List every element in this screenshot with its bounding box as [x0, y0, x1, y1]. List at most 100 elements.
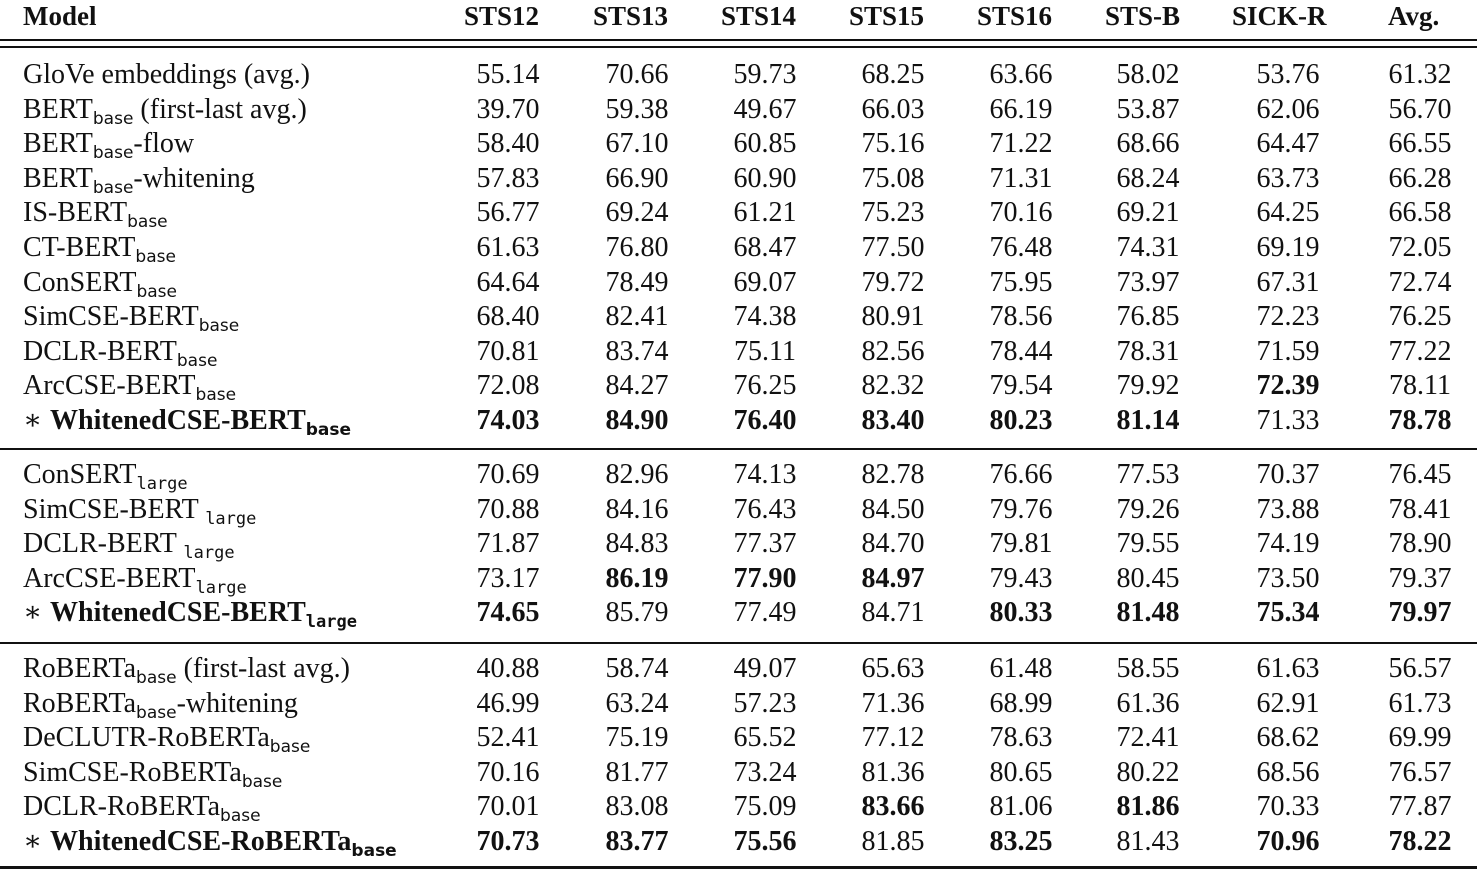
score-cell: 46.99 — [476, 687, 540, 719]
header-sts14: STS14 — [721, 1, 797, 31]
model-size-subscript: base — [136, 702, 177, 723]
score-cell: 75.34 — [1256, 597, 1320, 629]
model-size-subscript: base — [241, 771, 283, 792]
header-sts-b: STS-B — [1105, 1, 1181, 31]
score-cell: 58.40 — [476, 128, 540, 160]
score-cell: 61.48 — [989, 653, 1053, 684]
score-cell: 76.48 — [989, 232, 1053, 263]
score-cell: 66.03 — [861, 93, 925, 125]
score-cell: 60.90 — [733, 162, 797, 194]
score-cell: 80.23 — [989, 405, 1053, 436]
model-name: BERTbase-whitening — [23, 162, 255, 198]
model-size-subscript: base — [135, 247, 176, 267]
score-cell: 83.40 — [861, 405, 925, 436]
score-cell: 77.49 — [733, 597, 797, 629]
score-cell: 68.24 — [1116, 162, 1180, 194]
table-row: ArcCSE-BERTbase 72.08 84.27 76.25 82.32 79.54… — [0, 369, 1477, 405]
score-cell: 69.99 — [1388, 722, 1452, 754]
score-cell: 66.28 — [1388, 162, 1452, 194]
score-cell: 79.55 — [1116, 528, 1180, 560]
score-cell: 49.67 — [733, 93, 797, 125]
score-cell: 81.48 — [1116, 597, 1180, 629]
model-name: DeCLUTR-RoBERTabase — [23, 722, 311, 758]
score-cell: 69.19 — [1256, 232, 1320, 263]
header-sts16: STS16 — [977, 1, 1053, 31]
model-name: ConSERTbase — [23, 266, 177, 302]
ours-marker: ∗ — [23, 597, 43, 629]
score-cell: 81.43 — [1116, 826, 1180, 857]
score-cell: 83.08 — [605, 791, 669, 823]
score-cell: 78.63 — [989, 722, 1053, 754]
score-cell: 40.88 — [476, 653, 540, 684]
score-cell: 74.19 — [1256, 528, 1320, 560]
score-cell: 84.50 — [861, 493, 925, 525]
score-cell: 63.73 — [1256, 162, 1320, 194]
score-cell: 61.63 — [476, 232, 540, 263]
score-cell: 84.16 — [605, 493, 669, 525]
table-row: SimCSE-RoBERTabase 70.16 81.77 73.24 81.36 80… — [0, 756, 1477, 792]
score-cell: 67.10 — [605, 128, 669, 160]
score-cell: 76.66 — [989, 459, 1053, 490]
score-cell: 81.06 — [989, 791, 1053, 823]
score-cell: 63.24 — [605, 687, 669, 719]
score-cell: 62.06 — [1256, 93, 1320, 125]
model-size-subscript: large — [195, 577, 247, 598]
score-cell: 79.92 — [1116, 370, 1180, 402]
score-cell: 71.31 — [989, 162, 1053, 194]
score-cell: 68.62 — [1256, 722, 1320, 754]
score-cell: 73.97 — [1116, 266, 1180, 298]
score-cell: 82.56 — [861, 335, 925, 367]
header-sick-r: SICK-R — [1232, 1, 1327, 31]
score-cell: 76.57 — [1388, 756, 1452, 788]
score-cell: 80.33 — [989, 597, 1053, 629]
score-cell: 75.95 — [989, 266, 1053, 298]
table-row: GloVe embeddings (avg.) 55.14 70.66 59.73 68… — [0, 58, 1477, 93]
score-cell: 84.70 — [861, 528, 925, 560]
ours-marker: ∗ — [23, 405, 43, 436]
score-cell: 75.16 — [861, 128, 925, 160]
header-avg: Avg. — [1388, 1, 1440, 31]
score-cell: 78.44 — [989, 335, 1053, 367]
table-row: ∗ WhitenedCSE-BERTlarge 74.65 85.79 77.49 84.… — [0, 596, 1477, 632]
score-cell: 70.37 — [1256, 459, 1320, 490]
model-name: SimCSE-BERTbase — [23, 301, 240, 337]
table-row: ∗ WhitenedCSE-BERTbase 74.03 84.90 76.40 83.4… — [0, 404, 1477, 440]
table-row: DeCLUTR-RoBERTabase 52.41 75.19 65.52 77.12 7… — [0, 721, 1477, 758]
score-cell: 81.14 — [1116, 405, 1180, 436]
score-cell: 72.41 — [1116, 722, 1180, 754]
score-cell: 79.72 — [861, 266, 925, 298]
score-cell: 80.45 — [1116, 562, 1180, 594]
score-cell: 63.66 — [989, 59, 1053, 90]
model-name: DCLR-BERT large — [23, 528, 235, 564]
model-size-subscript: base — [220, 806, 261, 827]
ours-marker: ∗ — [23, 826, 43, 857]
score-cell: 71.22 — [989, 128, 1053, 160]
score-cell: 83.74 — [605, 335, 669, 367]
score-cell: 74.31 — [1116, 232, 1180, 263]
model-size-subscript: base — [92, 177, 134, 198]
score-cell: 74.13 — [733, 459, 797, 490]
score-cell: 56.70 — [1388, 93, 1452, 125]
table-row: DCLR-RoBERTabase 70.01 83.08 75.09 83.66 81.0… — [0, 790, 1477, 827]
score-cell: 75.56 — [733, 826, 797, 857]
model-size-subscript: base — [136, 668, 177, 688]
score-cell: 67.31 — [1256, 266, 1320, 298]
model-size-subscript: base — [269, 737, 311, 758]
score-cell: 79.76 — [989, 493, 1053, 525]
score-cell: 64.47 — [1256, 128, 1320, 160]
score-cell: 73.88 — [1256, 493, 1320, 525]
model-size-subscript: base — [305, 420, 352, 440]
score-cell: 62.91 — [1256, 687, 1320, 719]
score-cell: 65.63 — [861, 653, 925, 684]
score-cell: 75.11 — [734, 335, 796, 367]
score-cell: 49.07 — [733, 653, 797, 684]
score-cell: 78.90 — [1388, 528, 1452, 560]
header-model: Model — [23, 1, 97, 31]
table-row: RoBERTabase (first-last avg.) 40.88 58.74 4… — [0, 652, 1477, 688]
model-name: GloVe embeddings (avg.) — [23, 59, 310, 90]
header-sts15: STS15 — [849, 1, 925, 31]
table-row: DCLR-BERT large 71.87 84.83 77.37 84.70 79.81… — [0, 527, 1477, 564]
table-row: DCLR-BERTbase 70.81 83.74 75.11 82.56 78.44 78… — [0, 335, 1477, 371]
score-cell: 75.23 — [861, 197, 925, 229]
score-cell: 69.24 — [605, 197, 669, 229]
